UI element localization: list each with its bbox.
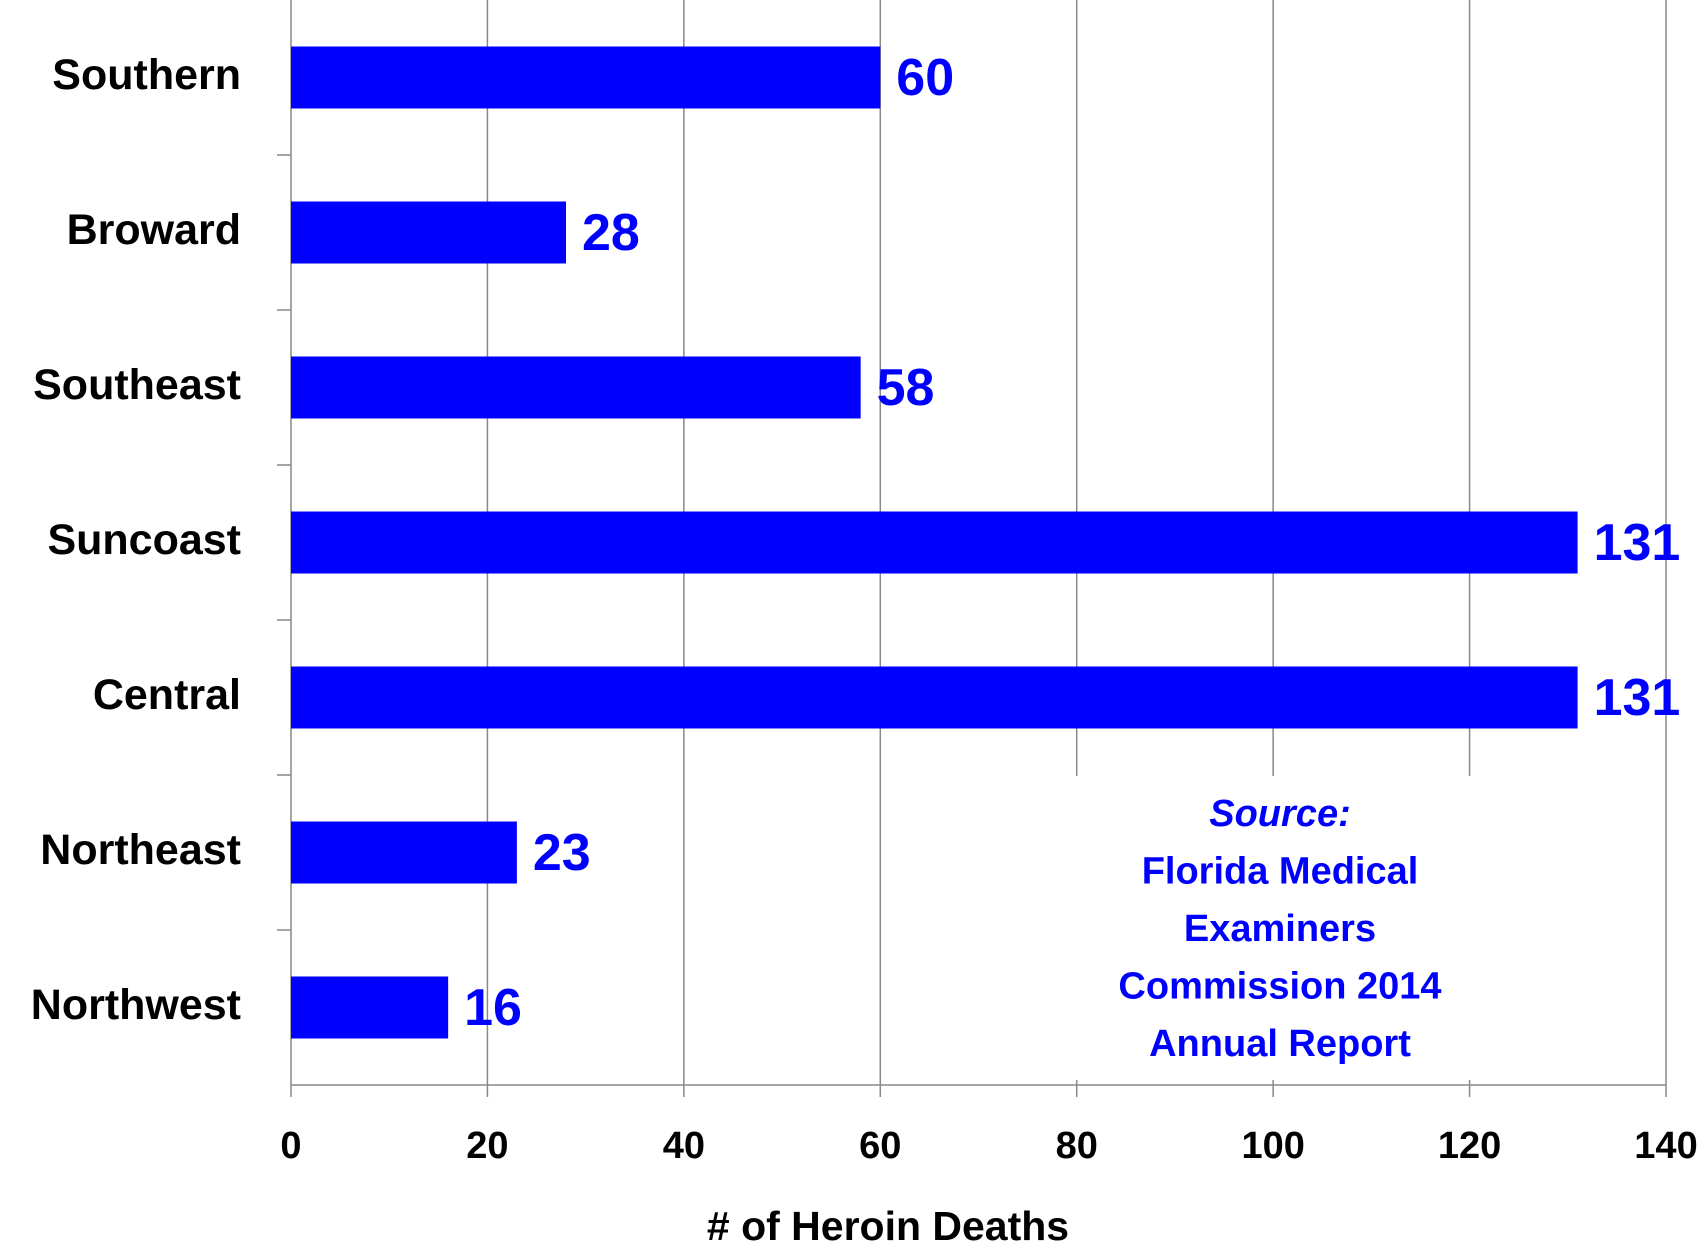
x-tick-label: 140 — [1634, 1125, 1697, 1167]
value-label: 28 — [582, 204, 640, 262]
bar — [291, 201, 566, 264]
bar — [291, 976, 449, 1039]
x-tick-label: 120 — [1438, 1125, 1501, 1167]
y-tick-label: Northwest — [31, 981, 241, 1029]
x-tick-label: 80 — [1056, 1125, 1098, 1167]
x-tick-label: 20 — [466, 1125, 508, 1167]
x-axis-label: # of Heroin Deaths — [707, 1203, 1069, 1249]
bar — [291, 356, 861, 419]
bar — [291, 511, 1578, 574]
x-tick-label: 0 — [280, 1125, 301, 1167]
bar — [291, 46, 881, 109]
x-tick-label: 60 — [859, 1125, 901, 1167]
annotation-box — [1070, 776, 1486, 1080]
annotation: Annual Report — [1149, 1023, 1411, 1065]
y-tick-label: Central — [93, 671, 241, 719]
x-tick-label: 100 — [1241, 1125, 1304, 1167]
x-tick-label: 40 — [663, 1125, 705, 1167]
marks: 0 20 40 60 80 100 120 140 Southern 60 Broward 28 Sou… — [31, 0, 1698, 1167]
annotation: Florida Medical — [1142, 851, 1419, 893]
value-label: 131 — [1594, 514, 1681, 572]
value-label: 60 — [896, 49, 954, 107]
y-tick-label: Suncoast — [47, 516, 241, 564]
value-label: 131 — [1594, 669, 1681, 727]
y-tick-label: Southern — [52, 51, 241, 99]
value-label: 16 — [464, 979, 522, 1037]
annotation: Examiners — [1184, 908, 1376, 950]
annotation: Source: — [1209, 793, 1350, 835]
value-label: 58 — [877, 359, 935, 417]
bar — [291, 666, 1578, 729]
y-tick-label: Southeast — [33, 361, 241, 409]
bar — [291, 821, 517, 884]
y-tick-label: Broward — [67, 206, 241, 254]
annotation: Commission 2014 — [1118, 966, 1441, 1008]
value-label: 23 — [533, 824, 591, 882]
y-tick-label: Northeast — [40, 826, 241, 874]
